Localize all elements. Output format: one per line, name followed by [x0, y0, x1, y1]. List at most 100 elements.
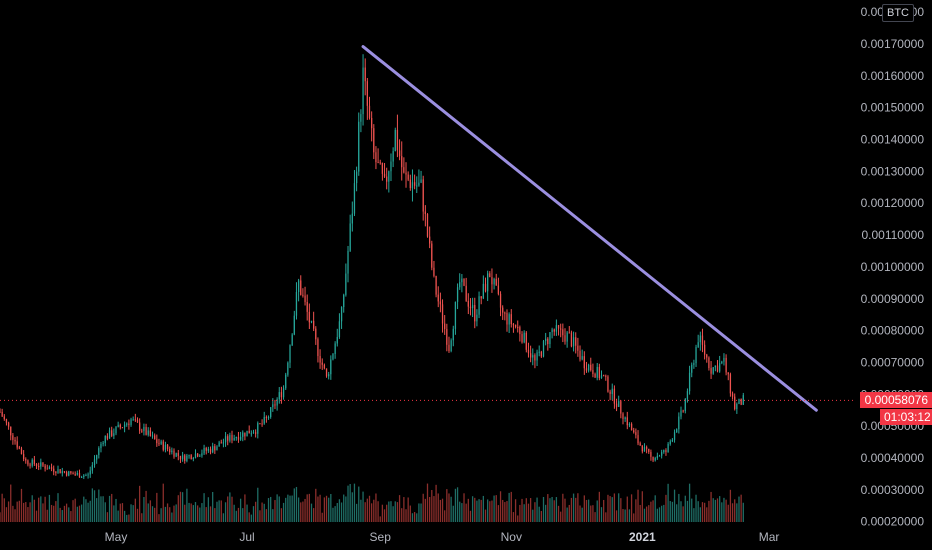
volume-bar	[598, 491, 601, 522]
candle-body	[201, 453, 203, 456]
volume-bar	[38, 497, 40, 522]
candle-body	[517, 326, 519, 328]
candle-body	[304, 295, 306, 302]
candle-body	[499, 293, 502, 308]
candle-body	[154, 435, 156, 440]
volume-bar	[390, 501, 392, 522]
candle-body	[280, 392, 283, 398]
volume-bar	[31, 495, 33, 522]
volume-bar	[386, 504, 388, 522]
volume-bar	[407, 497, 409, 522]
candle-body	[422, 179, 424, 212]
volume-bar	[512, 512, 515, 522]
candle-body	[401, 156, 403, 168]
candle-body	[340, 307, 343, 322]
volume-bar	[504, 502, 506, 522]
volume-bar	[639, 504, 641, 522]
candle-body	[179, 455, 182, 460]
volume-bar	[409, 505, 411, 522]
volume-bar	[287, 494, 289, 522]
candle-body	[596, 366, 598, 378]
volume-bar	[633, 513, 635, 522]
volume-bar	[667, 483, 669, 522]
volume-bar	[583, 495, 585, 522]
candle-body	[506, 312, 508, 325]
volume-bar	[452, 505, 454, 522]
volume-bar	[648, 505, 650, 522]
candle-body	[306, 301, 308, 312]
candle-body	[712, 367, 714, 374]
candle-body	[392, 151, 394, 162]
candle-body	[209, 448, 212, 453]
volume-bar	[405, 509, 407, 522]
volume-bar	[91, 488, 94, 522]
volume-bar	[654, 495, 656, 522]
candle-body	[300, 280, 302, 295]
candle-body	[80, 476, 83, 478]
candle-body	[149, 430, 152, 436]
candle-body	[72, 473, 74, 475]
y-axis[interactable]: 0.000200000.000300000.000400000.00050000…	[861, 5, 925, 528]
volume-bar	[12, 505, 14, 522]
volume-bar	[426, 483, 429, 522]
volume-bar	[252, 506, 255, 522]
volume-bar	[358, 486, 360, 522]
candle-body	[40, 462, 42, 467]
candle-body	[123, 424, 126, 428]
candle-body	[220, 442, 222, 444]
y-tick-label: 0.00170000	[861, 37, 925, 51]
volume-bar	[63, 505, 66, 522]
candle-body	[396, 129, 399, 151]
volume-bar	[719, 496, 721, 522]
volume-bar	[435, 484, 437, 522]
volume-bar	[388, 501, 390, 522]
currency-unit-badge[interactable]: BTC	[882, 4, 914, 22]
volume-bar	[338, 499, 341, 522]
volume-bar	[158, 514, 160, 522]
candle-body	[547, 338, 549, 345]
trendline-group[interactable]	[361, 45, 818, 412]
volume-bar	[295, 486, 298, 522]
candle-body	[317, 339, 319, 357]
candle-body	[336, 337, 338, 344]
candle-body	[46, 468, 48, 470]
volume-bar	[83, 496, 85, 522]
candle-body	[35, 464, 38, 466]
volume-bar	[734, 499, 736, 522]
candle-body	[579, 350, 581, 360]
candle-body	[205, 448, 207, 451]
candle-body	[572, 337, 575, 347]
volume-bar	[141, 513, 143, 522]
volume-bar	[65, 503, 68, 522]
candle-body	[194, 453, 197, 459]
volume-bar	[431, 490, 433, 522]
volume-bar	[489, 501, 491, 522]
candle-body	[85, 475, 87, 477]
candle-body	[435, 275, 437, 295]
candle-body	[676, 429, 678, 433]
volume-bar	[564, 498, 566, 522]
x-axis[interactable]: May Jul Sep Nov 2021 Mar	[105, 530, 780, 544]
volume-bar	[714, 499, 717, 522]
candle-body	[645, 447, 648, 449]
candle-body	[83, 475, 85, 477]
volume-bar	[267, 498, 270, 522]
candle-body	[100, 444, 102, 449]
candle-body	[615, 403, 618, 407]
volume-bar	[55, 501, 57, 522]
volume-bar	[676, 504, 678, 522]
candle-body	[104, 436, 106, 443]
candle-body	[207, 448, 210, 451]
candle-body	[173, 450, 175, 457]
candle-body	[386, 176, 388, 182]
volume-bar	[10, 484, 12, 522]
volume-bar	[439, 499, 442, 522]
candle-body	[285, 374, 287, 389]
volume-bar	[691, 498, 693, 522]
candle-body	[244, 432, 246, 437]
candle-body	[508, 314, 510, 325]
candle-body	[622, 413, 624, 420]
candle-body	[534, 355, 536, 361]
candle-body	[738, 399, 740, 404]
